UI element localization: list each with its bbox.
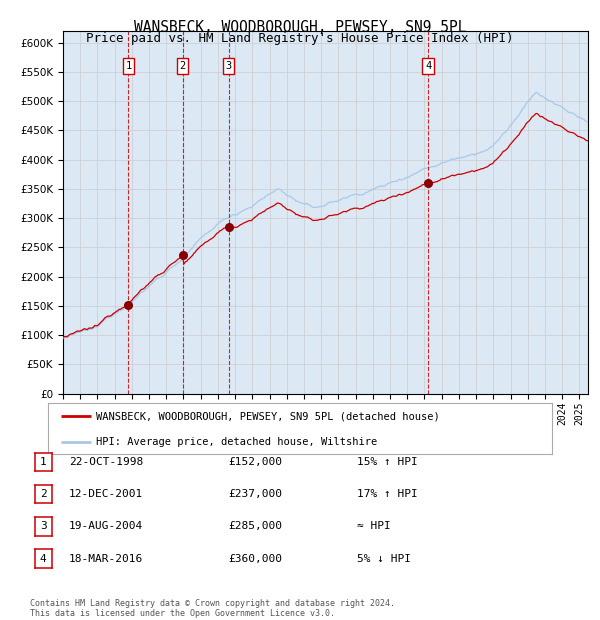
Text: 22-OCT-1998: 22-OCT-1998 [69, 457, 143, 467]
Text: Price paid vs. HM Land Registry's House Price Index (HPI): Price paid vs. HM Land Registry's House … [86, 32, 514, 45]
Text: 4: 4 [40, 554, 47, 564]
Text: 17% ↑ HPI: 17% ↑ HPI [357, 489, 418, 499]
Text: £360,000: £360,000 [228, 554, 282, 564]
Text: 18-MAR-2016: 18-MAR-2016 [69, 554, 143, 564]
Text: Contains HM Land Registry data © Crown copyright and database right 2024.
This d: Contains HM Land Registry data © Crown c… [30, 599, 395, 618]
Text: 19-AUG-2004: 19-AUG-2004 [69, 521, 143, 531]
Text: 2: 2 [179, 61, 186, 71]
Text: 4: 4 [425, 61, 431, 71]
Text: 5% ↓ HPI: 5% ↓ HPI [357, 554, 411, 564]
Text: £237,000: £237,000 [228, 489, 282, 499]
Text: 3: 3 [226, 61, 232, 71]
Text: 1: 1 [125, 61, 131, 71]
Text: £285,000: £285,000 [228, 521, 282, 531]
Text: £152,000: £152,000 [228, 457, 282, 467]
Text: 1: 1 [40, 457, 47, 467]
Text: 12-DEC-2001: 12-DEC-2001 [69, 489, 143, 499]
Text: 2: 2 [40, 489, 47, 499]
Text: 3: 3 [40, 521, 47, 531]
Text: WANSBECK, WOODBOROUGH, PEWSEY, SN9 5PL (detached house): WANSBECK, WOODBOROUGH, PEWSEY, SN9 5PL (… [96, 411, 440, 421]
Text: 15% ↑ HPI: 15% ↑ HPI [357, 457, 418, 467]
Text: ≈ HPI: ≈ HPI [357, 521, 391, 531]
Text: WANSBECK, WOODBOROUGH, PEWSEY, SN9 5PL: WANSBECK, WOODBOROUGH, PEWSEY, SN9 5PL [134, 20, 466, 35]
Text: HPI: Average price, detached house, Wiltshire: HPI: Average price, detached house, Wilt… [96, 436, 377, 446]
